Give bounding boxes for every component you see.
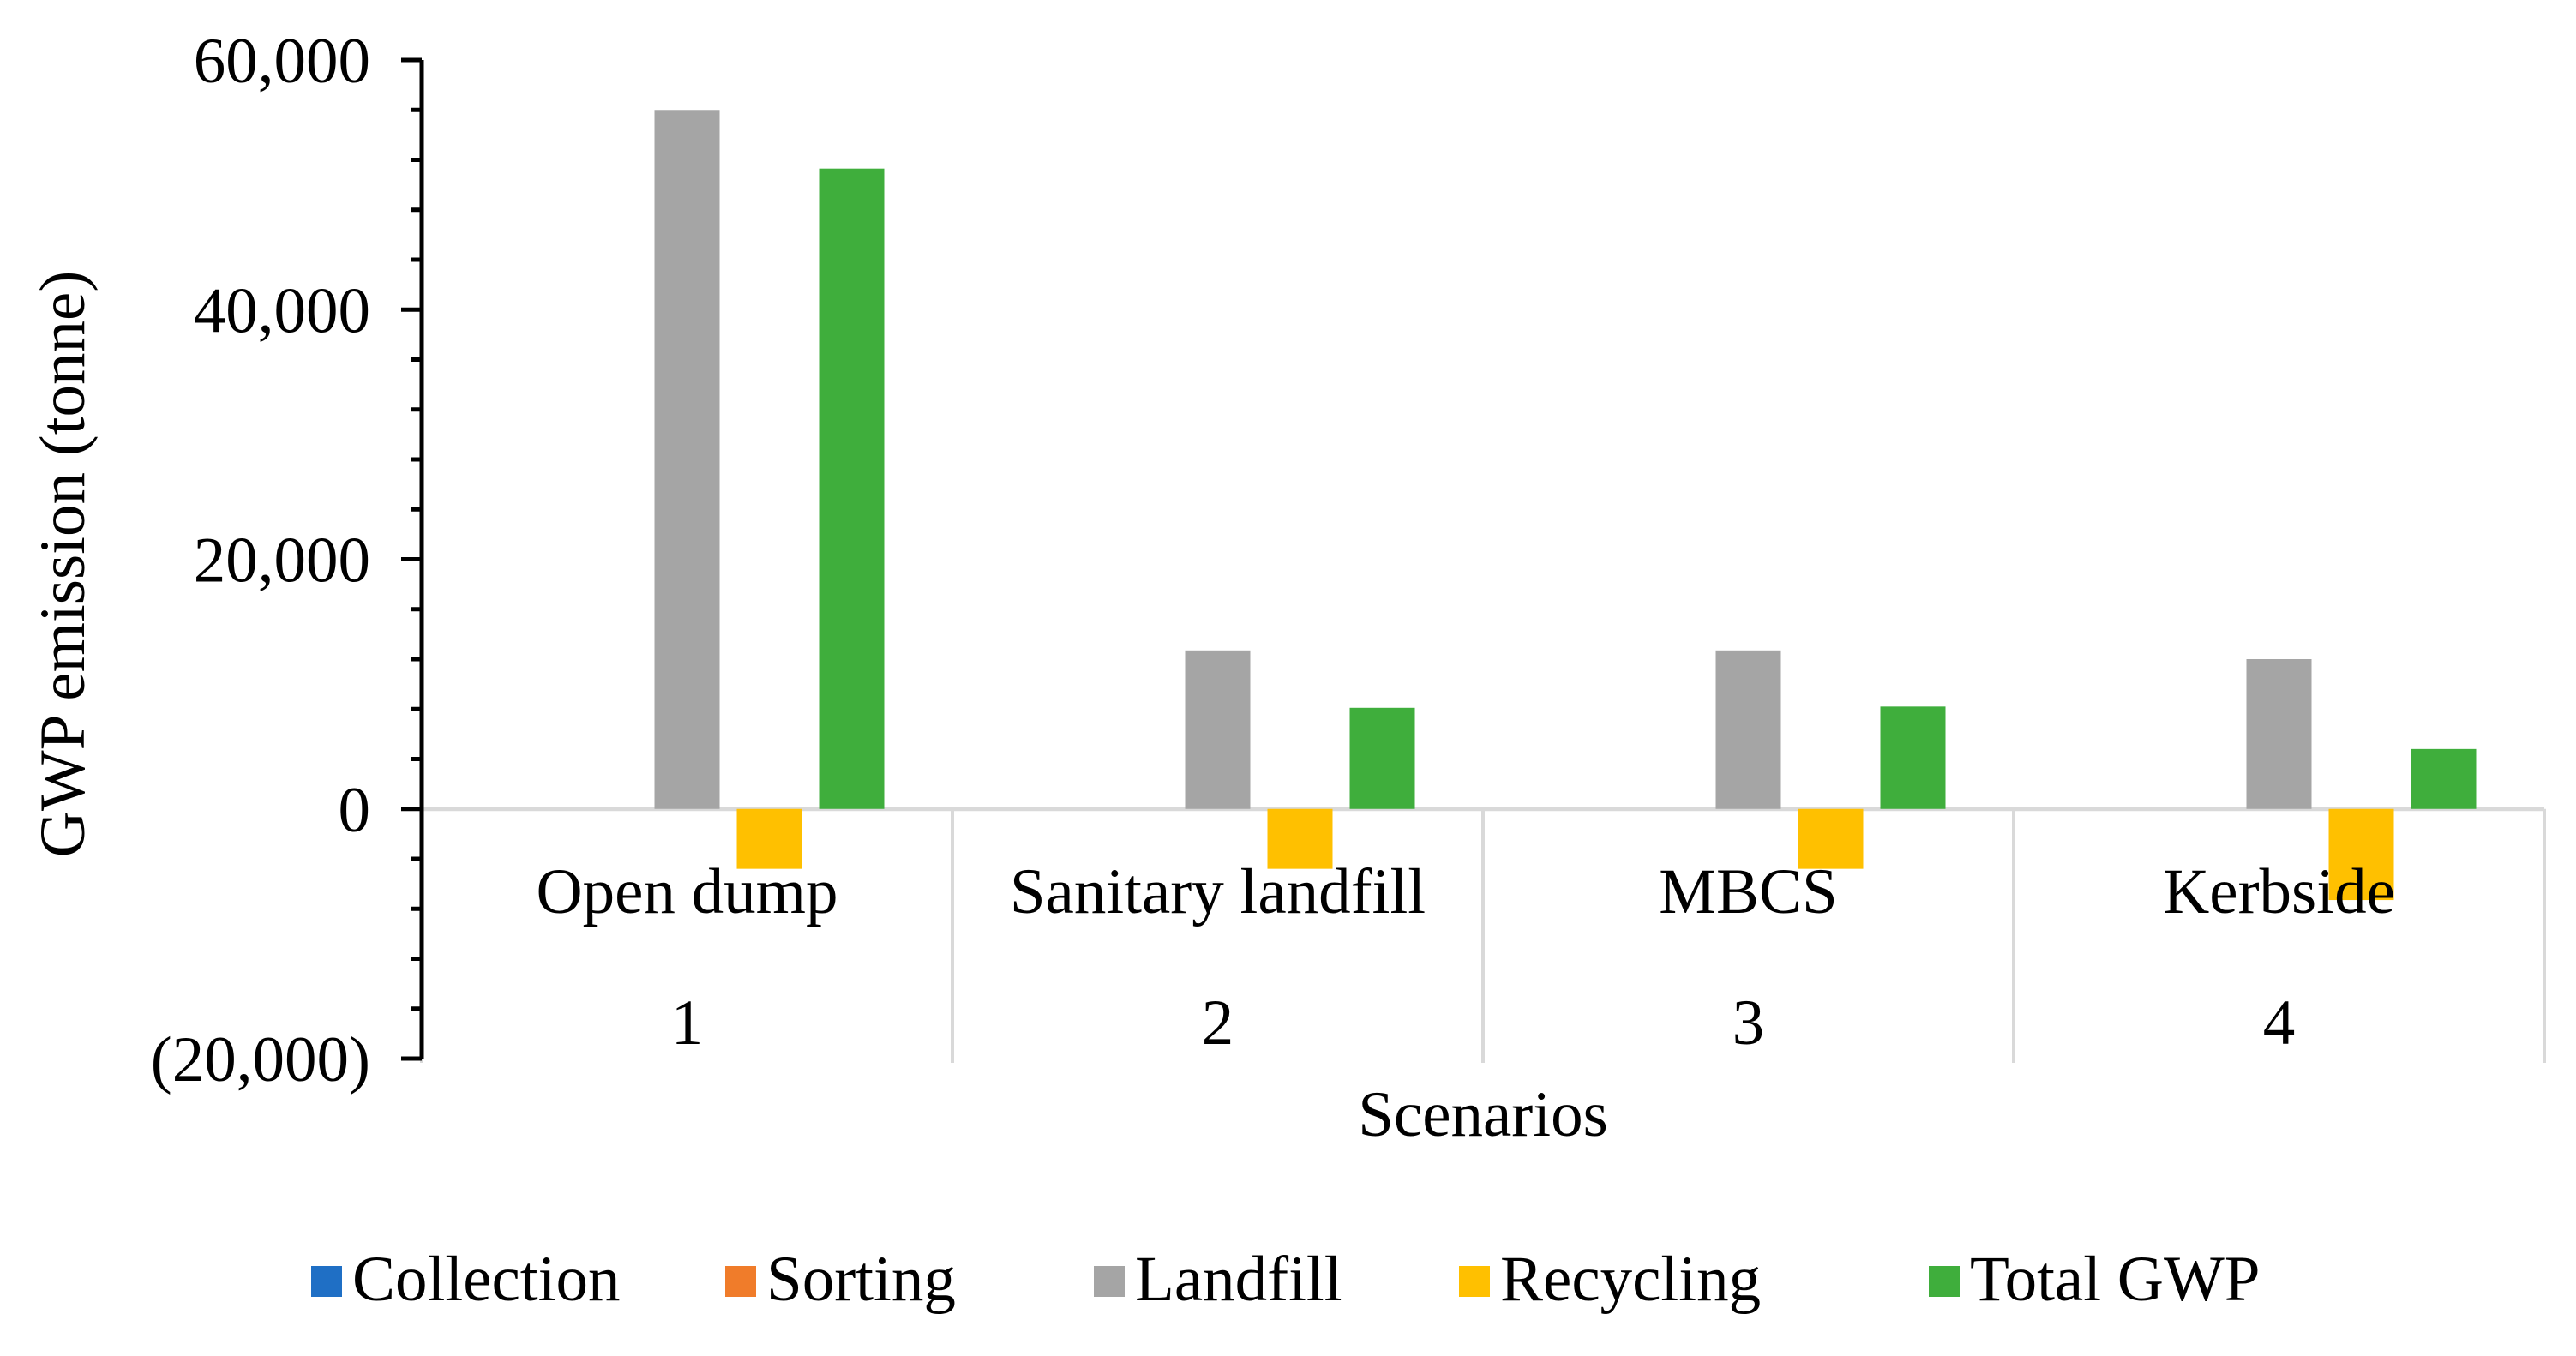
- y-tick-label: 40,000: [194, 275, 370, 346]
- x-category-number: 1: [671, 987, 704, 1059]
- legend: Collection Sorting Landfill Recycling Total …: [311, 1244, 2260, 1315]
- x-category-label: Sanitary landfill: [1010, 856, 1426, 927]
- x-category-label: Open dump: [536, 856, 838, 927]
- bar-total-gwp-2: [1349, 707, 1415, 809]
- bar-landfill-1: [654, 110, 720, 809]
- bar-recycling-3: [1798, 808, 1864, 869]
- bar-landfill-3: [1715, 650, 1781, 809]
- legend-label-recycling: Recycling: [1500, 1244, 1761, 1315]
- x-category-label: MBCS: [1659, 856, 1837, 927]
- legend-swatch-sorting: [725, 1266, 756, 1297]
- bar-total-gwp-3: [1880, 706, 1946, 809]
- axes-group: (20,000) 0 20,000 40,000 60,000: [151, 26, 2546, 1095]
- bar-total-gwp-4: [2411, 748, 2477, 809]
- legend-label-sorting: Sorting: [766, 1244, 956, 1315]
- legend-swatch-landfill: [1094, 1266, 1125, 1297]
- legend-swatch-total-gwp: [1929, 1266, 1960, 1297]
- labels-group: Scenarios GWP emission (tonne) Open dump…: [27, 271, 2395, 1150]
- legend-label-landfill: Landfill: [1135, 1244, 1342, 1315]
- legend-label-collection: Collection: [352, 1244, 620, 1315]
- bar-landfill-4: [2246, 659, 2312, 809]
- bar-landfill-2: [1185, 650, 1251, 809]
- y-tick-label: (20,000): [151, 1024, 370, 1095]
- x-category-label: Kerbside: [2163, 856, 2395, 927]
- y-axis-title: GWP emission (tonne): [27, 271, 99, 858]
- bar-recycling-2: [1267, 808, 1333, 869]
- y-tick-label: 0: [339, 775, 371, 846]
- x-category-number: 3: [1732, 987, 1765, 1059]
- legend-swatch-collection: [311, 1266, 342, 1297]
- x-category-number: 4: [2263, 987, 2296, 1059]
- y-tick-label: 20,000: [194, 525, 370, 597]
- bar-recycling-4: [2328, 808, 2394, 901]
- x-axis-title: Scenarios: [1358, 1079, 1608, 1150]
- bars-group: [654, 110, 2477, 901]
- legend-swatch-recycling: [1459, 1266, 1490, 1297]
- y-tick-label: 60,000: [194, 26, 370, 97]
- x-category-number: 2: [1202, 987, 1234, 1059]
- bar-total-gwp-1: [819, 168, 885, 809]
- legend-label-total-gwp: Total GWP: [1970, 1244, 2260, 1315]
- bar-recycling-1: [736, 808, 802, 869]
